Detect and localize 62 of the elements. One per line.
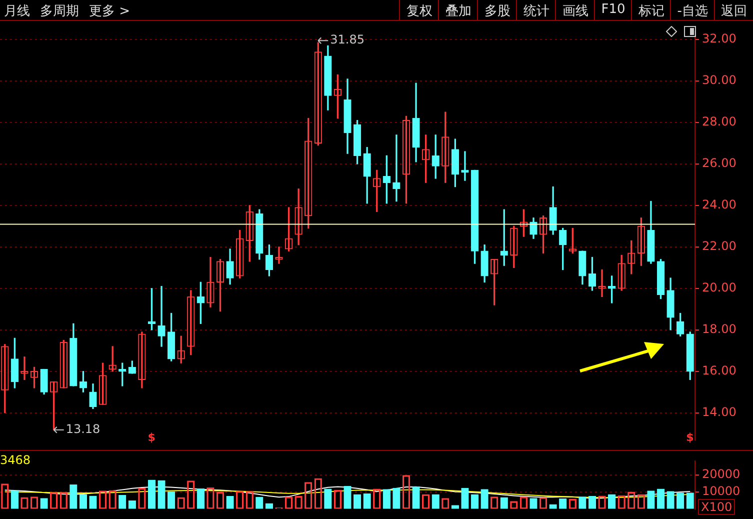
y-tick-label: 22.00 — [702, 239, 736, 254]
candlestick — [148, 288, 156, 330]
bar — [666, 491, 674, 509]
text: -自选 — [670, 0, 714, 20]
annotation: $ — [148, 431, 156, 444]
text: 叠加 — [438, 0, 478, 20]
annotation: 3468 — [0, 453, 31, 467]
bar — [363, 493, 371, 509]
y-tick-label: 28.00 — [702, 114, 736, 129]
bar — [118, 495, 126, 509]
bar — [412, 486, 420, 509]
bar — [158, 480, 166, 509]
text: 返回 — [714, 0, 753, 20]
text: 标记 — [631, 0, 670, 20]
bar — [89, 496, 97, 509]
bar — [480, 489, 488, 509]
y-tick-label: 20000 — [702, 466, 740, 481]
bar — [461, 488, 469, 509]
bar — [647, 490, 655, 509]
bar — [676, 492, 684, 509]
annotation: $ — [686, 431, 694, 444]
bar — [226, 496, 234, 509]
y-tick-label: 18.00 — [702, 322, 736, 336]
bar — [148, 480, 156, 509]
y-tick-label: 10000 — [702, 484, 740, 498]
text: 统计 — [516, 0, 556, 20]
bar — [392, 488, 400, 509]
bar — [70, 484, 78, 509]
bar — [353, 494, 362, 509]
text: X100 — [698, 499, 736, 515]
y-tick-label: 20.00 — [702, 280, 736, 295]
text: 画线 — [555, 0, 594, 20]
text: 多周期 — [40, 4, 79, 19]
y-tick-label: 30.00 — [702, 73, 736, 88]
text: 月线 — [4, 4, 30, 19]
y-tick-label: 16.00 — [702, 363, 736, 378]
bar — [196, 488, 204, 509]
bar — [451, 505, 460, 509]
bar — [588, 496, 596, 509]
bar — [344, 486, 352, 509]
text: 复权 — [399, 0, 438, 20]
annotation: 13.18 — [66, 422, 100, 436]
y-tick-label: 14.00 — [702, 404, 736, 419]
text: F10 — [594, 0, 632, 20]
bar — [432, 494, 440, 509]
annotation: 31.85 — [330, 32, 364, 47]
candlestick — [568, 228, 576, 254]
bar — [608, 494, 616, 509]
bar — [10, 490, 19, 509]
y-tick-label: 32.00 — [702, 32, 736, 46]
bar — [470, 494, 479, 509]
bar — [656, 488, 665, 509]
candlestick — [20, 356, 28, 380]
bar — [382, 489, 390, 509]
y-tick-label: 24.00 — [702, 198, 736, 212]
text: 多股 — [477, 0, 516, 20]
bar — [79, 494, 88, 509]
bar — [324, 488, 332, 509]
bar — [686, 492, 694, 509]
bar — [167, 491, 176, 509]
y-tick-label: 26.00 — [702, 156, 736, 170]
text: 更多 > — [89, 4, 130, 19]
